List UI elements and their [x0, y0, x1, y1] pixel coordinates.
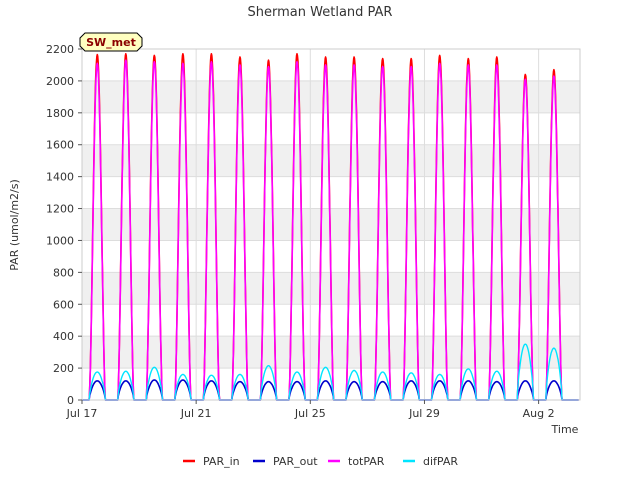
y-tick-label: 1400	[46, 171, 74, 184]
legend-label: PAR_in	[203, 455, 240, 468]
series-line-totpar	[82, 59, 579, 401]
grid-band	[82, 144, 580, 177]
legend-label: totPAR	[348, 455, 385, 468]
legend: PAR_in PAR_out totPAR difPAR	[183, 455, 458, 468]
legend-label: PAR_out	[273, 455, 318, 468]
plot-frame	[81, 48, 581, 401]
legend-item: difPAR	[403, 455, 458, 468]
chart-title: Sherman Wetland PAR	[248, 5, 393, 20]
x-axis-label: Time	[551, 423, 579, 436]
grid-band	[82, 80, 580, 113]
y-tick-label: 2200	[46, 43, 74, 56]
y-tick-label: 1200	[46, 203, 74, 216]
y-tick-label: 400	[53, 330, 74, 343]
x-tick-label: Jul 21	[180, 407, 212, 420]
series-lines	[82, 53, 579, 401]
legend-item: PAR_out	[253, 455, 318, 468]
y-tick-label: 2000	[46, 75, 74, 88]
x-tick-label: Aug 2	[523, 407, 555, 420]
grid-band	[82, 336, 580, 369]
y-tick-label: 1800	[46, 107, 74, 120]
y-tick-label: 200	[53, 362, 74, 375]
y-tick-label: 600	[53, 298, 74, 311]
site-label: SW_met	[86, 36, 136, 49]
x-tick-label: Jul 29	[408, 407, 440, 420]
series-line-difpar	[82, 343, 579, 401]
x-tick-label: Jul 25	[294, 407, 326, 420]
x-tick-label: Jul 17	[66, 407, 98, 420]
series-line-par-out	[82, 379, 579, 401]
axes: 0 200 400 600 800 1000 1200 1400 1600 1800 2000 220…	[46, 43, 555, 420]
y-axis-label: PAR (umol/m2/s)	[8, 179, 21, 271]
y-tick-label: 1600	[46, 139, 74, 152]
y-tick-label: 800	[53, 266, 74, 279]
y-tick-label: 0	[67, 394, 74, 407]
legend-item: PAR_in	[183, 455, 240, 468]
legend-item: totPAR	[328, 455, 385, 468]
y-tick-label: 1000	[46, 234, 74, 247]
legend-label: difPAR	[423, 455, 458, 468]
site-label-box: SW_met	[79, 32, 143, 52]
